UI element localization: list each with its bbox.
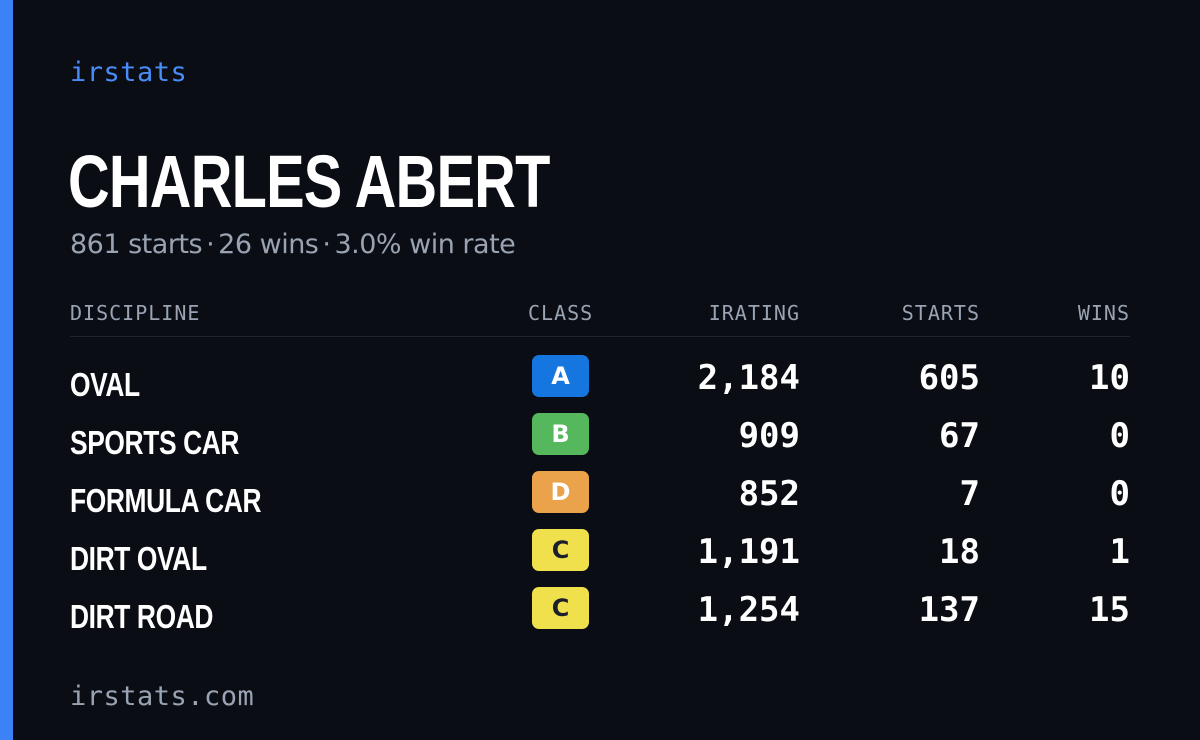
class-badge: D bbox=[532, 471, 589, 513]
brand-logo-text: irstats bbox=[70, 57, 188, 88]
starts-value: 7 bbox=[959, 474, 980, 514]
class-badge: C bbox=[532, 587, 589, 629]
summary-wins: 26 wins bbox=[218, 229, 319, 260]
stats-table: DISCIPLINE CLASS IRATING STARTS WINS OVA… bbox=[70, 296, 1130, 635]
discipline-name: FORMULA CAR bbox=[70, 482, 262, 519]
irating-value: 852 bbox=[738, 474, 800, 514]
summary-win-rate: 3.0% win rate bbox=[334, 229, 516, 260]
wins-value: 1 bbox=[1109, 532, 1130, 572]
irating-value: 909 bbox=[738, 416, 800, 456]
table-row: DIRT ROAD C 1,254 137 15 bbox=[70, 583, 1130, 641]
summary-separator: · bbox=[206, 229, 215, 260]
player-name: CHARLES ABERT bbox=[68, 140, 550, 223]
discipline-name: DIRT ROAD bbox=[70, 598, 214, 635]
header-starts: STARTS bbox=[901, 301, 980, 325]
wins-value: 10 bbox=[1089, 358, 1130, 398]
starts-value: 137 bbox=[918, 590, 980, 630]
wins-value: 15 bbox=[1089, 590, 1130, 630]
header-class: CLASS bbox=[528, 301, 594, 325]
player-summary: 861 starts · 26 wins · 3.0% win rate bbox=[70, 227, 516, 263]
table-row: OVAL A 2,184 605 10 bbox=[70, 351, 1130, 409]
discipline-name: OVAL bbox=[70, 366, 140, 403]
irating-value: 2,184 bbox=[697, 358, 800, 398]
summary-separator: · bbox=[322, 229, 331, 260]
table-row: FORMULA CAR D 852 7 0 bbox=[70, 467, 1130, 525]
starts-value: 18 bbox=[939, 532, 980, 572]
irating-value: 1,254 bbox=[697, 590, 800, 630]
footer-url: irstats.com bbox=[70, 681, 255, 712]
starts-value: 67 bbox=[939, 416, 980, 456]
wins-value: 0 bbox=[1109, 416, 1130, 456]
discipline-name: SPORTS CAR bbox=[70, 424, 240, 461]
header-irating: IRATING bbox=[708, 301, 800, 325]
table-row: DIRT OVAL C 1,191 18 1 bbox=[70, 525, 1130, 583]
header-discipline: DISCIPLINE bbox=[70, 301, 201, 325]
header-wins: WINS bbox=[1077, 301, 1130, 325]
table-header: DISCIPLINE CLASS IRATING STARTS WINS bbox=[70, 296, 1130, 337]
discipline-name: DIRT OVAL bbox=[70, 540, 207, 577]
class-badge: C bbox=[532, 529, 589, 571]
accent-bar bbox=[0, 0, 13, 740]
class-badge: A bbox=[532, 355, 589, 397]
summary-starts: 861 starts bbox=[70, 229, 203, 260]
table-row: SPORTS CAR B 909 67 0 bbox=[70, 409, 1130, 467]
irating-value: 1,191 bbox=[697, 532, 800, 572]
starts-value: 605 bbox=[918, 358, 980, 398]
wins-value: 0 bbox=[1109, 474, 1130, 514]
class-badge: B bbox=[532, 413, 589, 455]
table-body: OVAL A 2,184 605 10 SPORTS CAR B 909 67 … bbox=[70, 351, 1130, 641]
